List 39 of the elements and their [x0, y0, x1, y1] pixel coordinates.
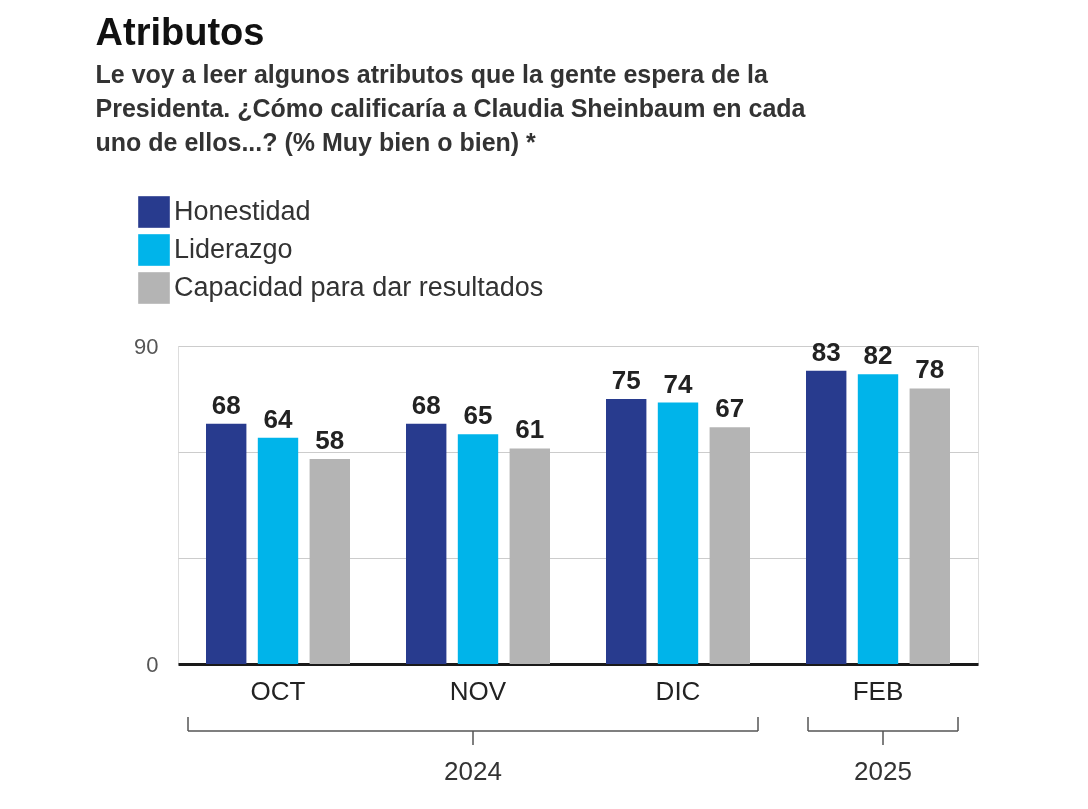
data-label: 67 [715, 393, 745, 424]
text: 2024 [444, 756, 502, 786]
bar [457, 434, 499, 664]
bar [806, 370, 847, 664]
data-label: 58 [315, 425, 345, 456]
x-tick-label: DIC [655, 675, 701, 706]
chart-title: Atributos [95, 11, 265, 53]
bar [406, 423, 447, 664]
data-label: 83 [811, 336, 841, 367]
legend-label: Capacidad para dar resultados [174, 272, 544, 302]
bar [909, 388, 950, 664]
bar [857, 374, 899, 664]
data-label: 75 [611, 365, 641, 395]
bar [206, 423, 247, 664]
data-label: 65 [463, 400, 493, 431]
bar [257, 437, 299, 664]
data-label: 61 [515, 414, 545, 445]
bar [657, 402, 699, 664]
data-label: 68 [411, 389, 441, 420]
bar [709, 427, 750, 664]
y-tick-label: 90 [134, 333, 159, 359]
x-tick-label: NOV [449, 675, 507, 706]
x-tick-label: OCT [250, 675, 306, 706]
text: uno de ellos...? (% Muy bien o bien) * [95, 128, 536, 156]
data-label: 82 [863, 340, 893, 371]
text: Le voy a leer algunos atributos que la gente espera de la [95, 60, 768, 88]
data-label: 78 [915, 354, 945, 385]
legend-label: Liderazgo [174, 234, 293, 264]
text: 2025 [854, 756, 912, 786]
bar [309, 459, 350, 664]
x-tick-label: FEB [852, 675, 904, 706]
data-label: 64 [263, 403, 293, 434]
data-label: 68 [211, 389, 241, 420]
data-label: 74 [663, 368, 693, 399]
text: Presidenta. ¿Cómo calificaría a Claudia Sheinbaum en cada [95, 94, 806, 122]
bar [606, 399, 647, 664]
y-tick-label: 0 [146, 651, 159, 677]
bar [509, 448, 550, 664]
legend-label: Honestidad [174, 196, 311, 226]
